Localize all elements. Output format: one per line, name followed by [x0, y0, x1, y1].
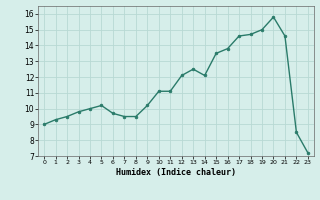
- X-axis label: Humidex (Indice chaleur): Humidex (Indice chaleur): [116, 168, 236, 177]
